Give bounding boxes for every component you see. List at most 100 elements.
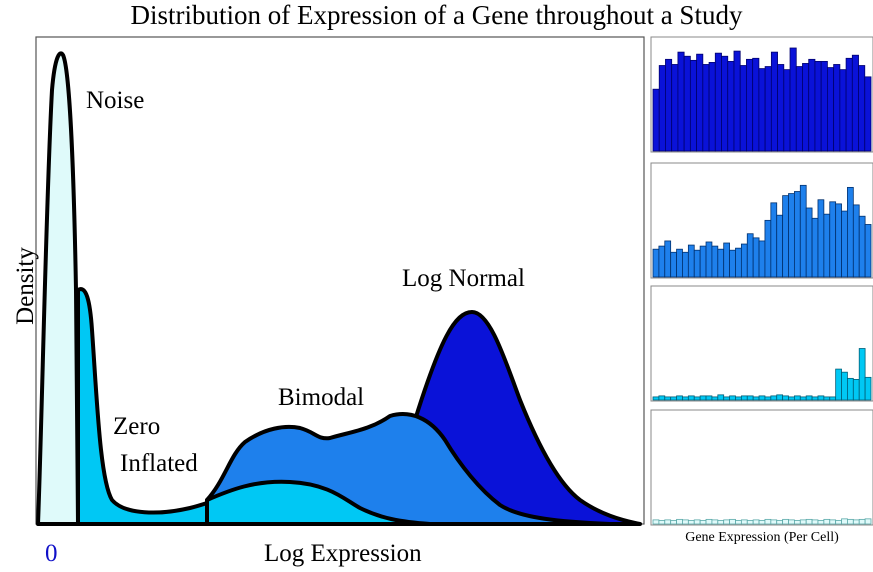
histogram-bar bbox=[805, 518, 813, 525]
histogram-bar bbox=[670, 519, 677, 525]
histogram-bar bbox=[758, 519, 766, 525]
histogram-bar bbox=[708, 62, 716, 152]
histogram-bar bbox=[705, 241, 713, 278]
histogram-bar bbox=[782, 518, 789, 525]
histogram-bar bbox=[839, 69, 847, 152]
histogram-bar bbox=[841, 518, 848, 525]
histogram-bar bbox=[676, 518, 683, 525]
histogram-bar bbox=[802, 63, 810, 152]
zero-inflated-curve-front bbox=[205, 479, 432, 526]
histogram-bar bbox=[670, 251, 677, 278]
histogram-bar bbox=[711, 396, 719, 401]
histogram-bar bbox=[864, 376, 872, 401]
histogram-bar bbox=[827, 67, 835, 152]
histogram-bar bbox=[717, 248, 725, 278]
noise-curve bbox=[36, 51, 80, 526]
log-normal-label: Log Normal bbox=[402, 265, 525, 292]
histogram-bar bbox=[727, 60, 735, 152]
histogram-bar bbox=[687, 244, 695, 278]
histogram-bar bbox=[758, 240, 766, 278]
histogram-bar bbox=[845, 57, 853, 152]
histogram-bar bbox=[721, 55, 729, 152]
histogram-bar bbox=[858, 215, 866, 278]
histogram-bar bbox=[652, 396, 660, 401]
histogram-bar bbox=[746, 233, 754, 278]
histogram-bar bbox=[852, 378, 860, 401]
histogram-bar bbox=[740, 519, 748, 525]
histogram-bar bbox=[746, 519, 754, 525]
histogram-bar bbox=[664, 240, 672, 278]
histogram-bar bbox=[752, 237, 760, 278]
histogram-bar bbox=[817, 519, 825, 525]
histogram-bar bbox=[652, 519, 660, 525]
histogram-bar bbox=[852, 519, 860, 525]
histogram-bar bbox=[847, 518, 854, 525]
histogram-bar bbox=[820, 60, 828, 152]
histogram-bar bbox=[658, 395, 666, 401]
histogram-bar bbox=[829, 519, 837, 525]
histogram-bar bbox=[805, 207, 813, 278]
log-normal-curve bbox=[413, 310, 642, 526]
histogram-bar bbox=[858, 518, 866, 525]
histogram-bar bbox=[794, 191, 801, 278]
histogram-bar bbox=[799, 396, 807, 401]
histogram-bar bbox=[841, 210, 848, 278]
histogram-x-axis-label: Gene Expression (Per Cell) bbox=[685, 530, 839, 545]
histogram-bar bbox=[699, 395, 707, 401]
x-axis-label: Log Expression bbox=[264, 540, 422, 567]
histogram-bar bbox=[770, 51, 778, 152]
histogram-bar bbox=[817, 199, 825, 278]
histogram-bar bbox=[687, 395, 695, 401]
histogram-bar bbox=[665, 58, 673, 152]
histogram-bar bbox=[746, 58, 754, 152]
histogram-bar bbox=[847, 186, 854, 278]
histogram-bar bbox=[714, 52, 722, 152]
histogram-bar bbox=[682, 519, 689, 525]
histogram-bar bbox=[652, 88, 660, 152]
histogram-bar bbox=[788, 519, 795, 525]
histogram-bar bbox=[795, 66, 803, 152]
histogram-bar bbox=[717, 394, 725, 401]
histogram-bar bbox=[852, 204, 860, 278]
histogram-bar bbox=[864, 224, 872, 278]
zero-inflated-label-line2: Inflated bbox=[120, 450, 198, 477]
histogram-bar bbox=[764, 396, 772, 401]
histogram-bar bbox=[788, 396, 795, 401]
histogram-bar bbox=[699, 245, 707, 278]
histogram-bar bbox=[735, 519, 742, 525]
histogram-bar bbox=[677, 51, 685, 152]
histogram-bar bbox=[823, 213, 831, 278]
histogram-bar bbox=[782, 195, 789, 278]
histogram-bar bbox=[705, 518, 713, 525]
histogram-bar bbox=[705, 395, 713, 401]
histogram-bar bbox=[847, 377, 854, 401]
histogram-bar bbox=[777, 64, 785, 152]
histogram-bar bbox=[739, 65, 747, 152]
histogram-bar bbox=[723, 396, 730, 401]
histogram-bar bbox=[664, 396, 672, 401]
histogram-bar bbox=[693, 249, 701, 278]
histogram-bar bbox=[658, 245, 666, 278]
histogram-bar bbox=[817, 395, 825, 401]
histogram-bar bbox=[811, 396, 819, 401]
histogram-bar bbox=[664, 519, 672, 525]
histogram-bar bbox=[789, 47, 797, 152]
histogram-bar bbox=[835, 203, 842, 278]
histogram-bar bbox=[735, 247, 742, 278]
histogram-bar bbox=[823, 518, 831, 525]
histogram-bar bbox=[702, 64, 710, 152]
histogram-bar bbox=[864, 76, 872, 152]
histogram-bar bbox=[689, 59, 697, 152]
histogram-bar bbox=[658, 519, 666, 525]
histogram-bar bbox=[794, 519, 801, 525]
histogram-bar bbox=[811, 217, 819, 278]
histogram-bar bbox=[788, 193, 795, 278]
histogram-bar bbox=[764, 518, 772, 525]
histogram-bar bbox=[805, 395, 813, 401]
histogram-bar bbox=[682, 251, 689, 278]
histogram-bar bbox=[783, 69, 791, 152]
histogram-bar bbox=[717, 519, 725, 525]
histogram-bar bbox=[776, 394, 784, 401]
histogram-panels bbox=[650, 36, 873, 526]
